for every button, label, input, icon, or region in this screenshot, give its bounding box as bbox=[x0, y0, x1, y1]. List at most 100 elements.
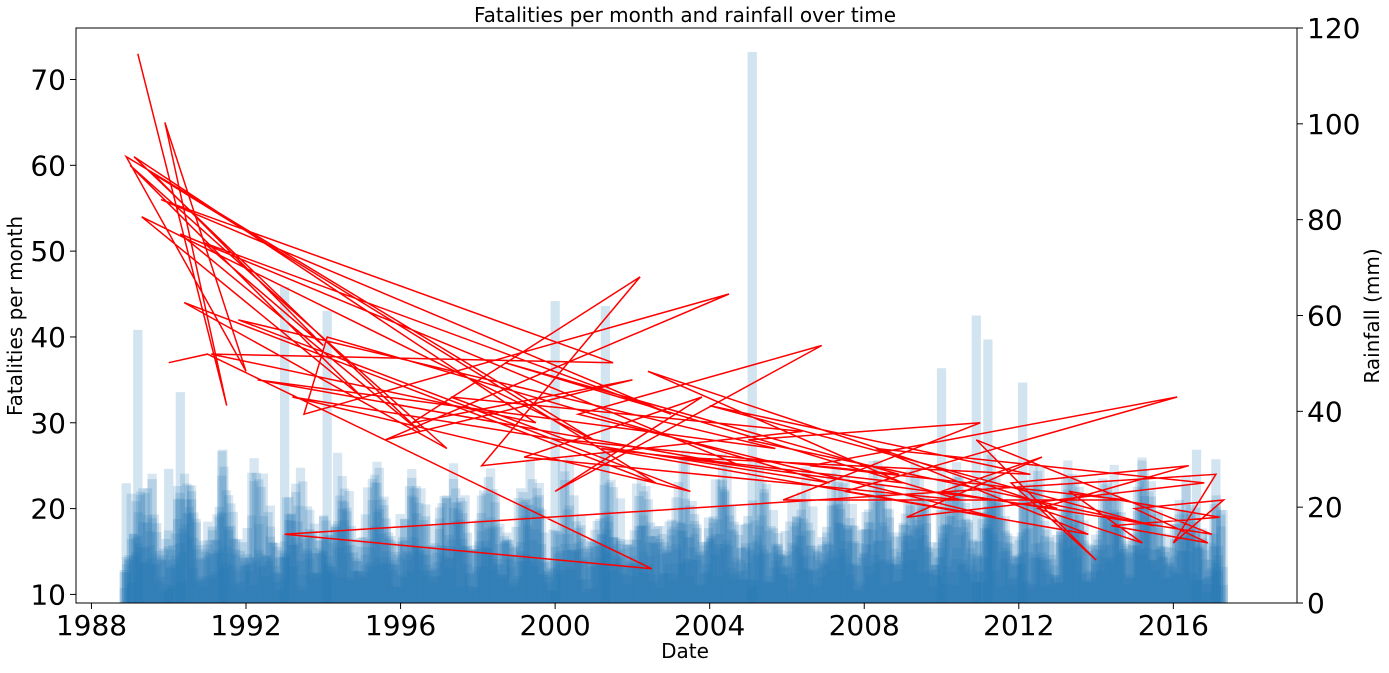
rainfall-bar bbox=[736, 547, 746, 603]
rainfall-bar bbox=[787, 590, 797, 603]
rainfall-bar bbox=[944, 491, 955, 603]
rainfall-bar bbox=[230, 583, 241, 603]
rainfall-bar bbox=[448, 507, 459, 603]
rainfall-bar bbox=[177, 528, 187, 603]
rainfall-bar bbox=[1116, 512, 1126, 603]
rainfall-bar bbox=[1162, 558, 1173, 603]
rainfall-bar bbox=[689, 534, 700, 603]
rainfall-bar bbox=[1174, 499, 1184, 603]
rainfall-bar bbox=[822, 541, 832, 603]
rainfall-bar bbox=[659, 573, 670, 603]
rainfall-bar bbox=[692, 559, 702, 603]
rainfall-bar bbox=[951, 548, 962, 603]
rainfall-bar bbox=[381, 551, 391, 603]
rainfall-bar bbox=[337, 508, 347, 603]
rainfall-bar bbox=[984, 527, 994, 603]
rainfall-bar bbox=[710, 554, 721, 603]
rainfall-bar bbox=[217, 475, 227, 603]
rainfall-bar bbox=[1053, 542, 1064, 603]
rainfall-bar bbox=[221, 546, 231, 603]
rainfall-bar bbox=[926, 548, 936, 603]
rainfall-bar bbox=[335, 577, 345, 603]
rainfall-bar bbox=[543, 582, 554, 603]
rainfall-bar bbox=[179, 473, 190, 603]
rainfall-bar bbox=[1012, 563, 1022, 603]
rainfall-bar bbox=[400, 518, 410, 603]
rainfall-bar bbox=[1086, 582, 1096, 603]
rainfall-bar bbox=[965, 573, 976, 603]
rainfall-bar bbox=[258, 473, 269, 603]
rainfall-bar bbox=[1095, 571, 1105, 603]
rainfall-bar bbox=[808, 583, 818, 603]
rainfall-bar bbox=[268, 542, 278, 603]
rainfall-bar bbox=[991, 570, 1001, 603]
rainfall-bar bbox=[963, 569, 973, 603]
rainfall-bar bbox=[1035, 466, 1045, 603]
rainfall-bar bbox=[965, 548, 976, 603]
rainfall-bar bbox=[1130, 538, 1140, 603]
rainfall-bar bbox=[982, 477, 992, 603]
rainfall-bar bbox=[323, 535, 333, 603]
rainfall-bar bbox=[504, 559, 514, 603]
rainfall-bar bbox=[801, 531, 811, 603]
rainfall-bar bbox=[370, 525, 380, 603]
rainfall-bar bbox=[444, 558, 454, 603]
rainfall-bar bbox=[1151, 549, 1161, 603]
rainfall-bar bbox=[198, 575, 208, 603]
rainfall-bar bbox=[374, 467, 384, 603]
x-tick-label: 2000 bbox=[519, 609, 590, 642]
rainfall-bar bbox=[703, 517, 714, 603]
rainfall-bar bbox=[254, 479, 264, 603]
rainfall-bar bbox=[822, 532, 832, 603]
rainfall-bar bbox=[1169, 538, 1180, 603]
rainfall-bar bbox=[975, 572, 985, 603]
rainfall-bar bbox=[328, 566, 338, 603]
rainfall-bar bbox=[933, 557, 943, 603]
rainfall-bar bbox=[1051, 535, 1061, 603]
rainfall-bar bbox=[159, 591, 169, 603]
rainfall-bar bbox=[599, 453, 609, 603]
rainfall-bar bbox=[996, 586, 1006, 603]
rainfall-bar bbox=[866, 544, 876, 603]
rainfall-bar bbox=[912, 519, 922, 603]
rainfall-bar bbox=[891, 581, 901, 603]
rainfall-bar bbox=[986, 495, 997, 603]
rainfall-bar bbox=[984, 507, 994, 603]
rainfall-bar bbox=[344, 491, 354, 603]
rainfall-bar bbox=[300, 539, 310, 603]
rainfall-bar bbox=[421, 516, 431, 603]
y-left-tick-label: 10 bbox=[30, 578, 66, 611]
rainfall-bar bbox=[1118, 549, 1129, 603]
rainfall-bar bbox=[485, 529, 496, 603]
rainfall-bar bbox=[812, 586, 823, 603]
rainfall-bar bbox=[1216, 526, 1226, 603]
rainfall-bar bbox=[958, 563, 969, 603]
rainfall-bar bbox=[963, 522, 973, 603]
rainfall-bar bbox=[766, 526, 776, 603]
rainfall-bar bbox=[838, 524, 848, 603]
rainfall-bar bbox=[516, 488, 526, 603]
rainfall-bar bbox=[1074, 507, 1085, 603]
rainfall-bar bbox=[439, 546, 449, 603]
rainfall-bar bbox=[833, 481, 843, 603]
rainfall-bar bbox=[504, 543, 514, 603]
rainfall-bar bbox=[562, 509, 572, 603]
rainfall-bar bbox=[226, 553, 236, 603]
rainfall-bar bbox=[743, 516, 753, 603]
rainfall-bar bbox=[145, 558, 155, 603]
rainfall-bar bbox=[488, 555, 498, 603]
rainfall-bar bbox=[140, 493, 150, 603]
rainfall-bar bbox=[425, 571, 435, 603]
rainfall-bar bbox=[126, 493, 136, 603]
rainfall-bar bbox=[687, 500, 697, 603]
rainfall-bar bbox=[581, 579, 591, 603]
rainfall-bar bbox=[349, 552, 359, 603]
rainfall-bar bbox=[1005, 543, 1015, 603]
rainfall-bar bbox=[483, 476, 493, 603]
rainfall-bar bbox=[390, 552, 401, 603]
rainfall-bar bbox=[393, 542, 403, 603]
rainfall-bar bbox=[159, 548, 169, 603]
rainfall-bar bbox=[560, 543, 570, 603]
rainfall-bar bbox=[1213, 571, 1224, 603]
rainfall-bar bbox=[696, 584, 707, 603]
